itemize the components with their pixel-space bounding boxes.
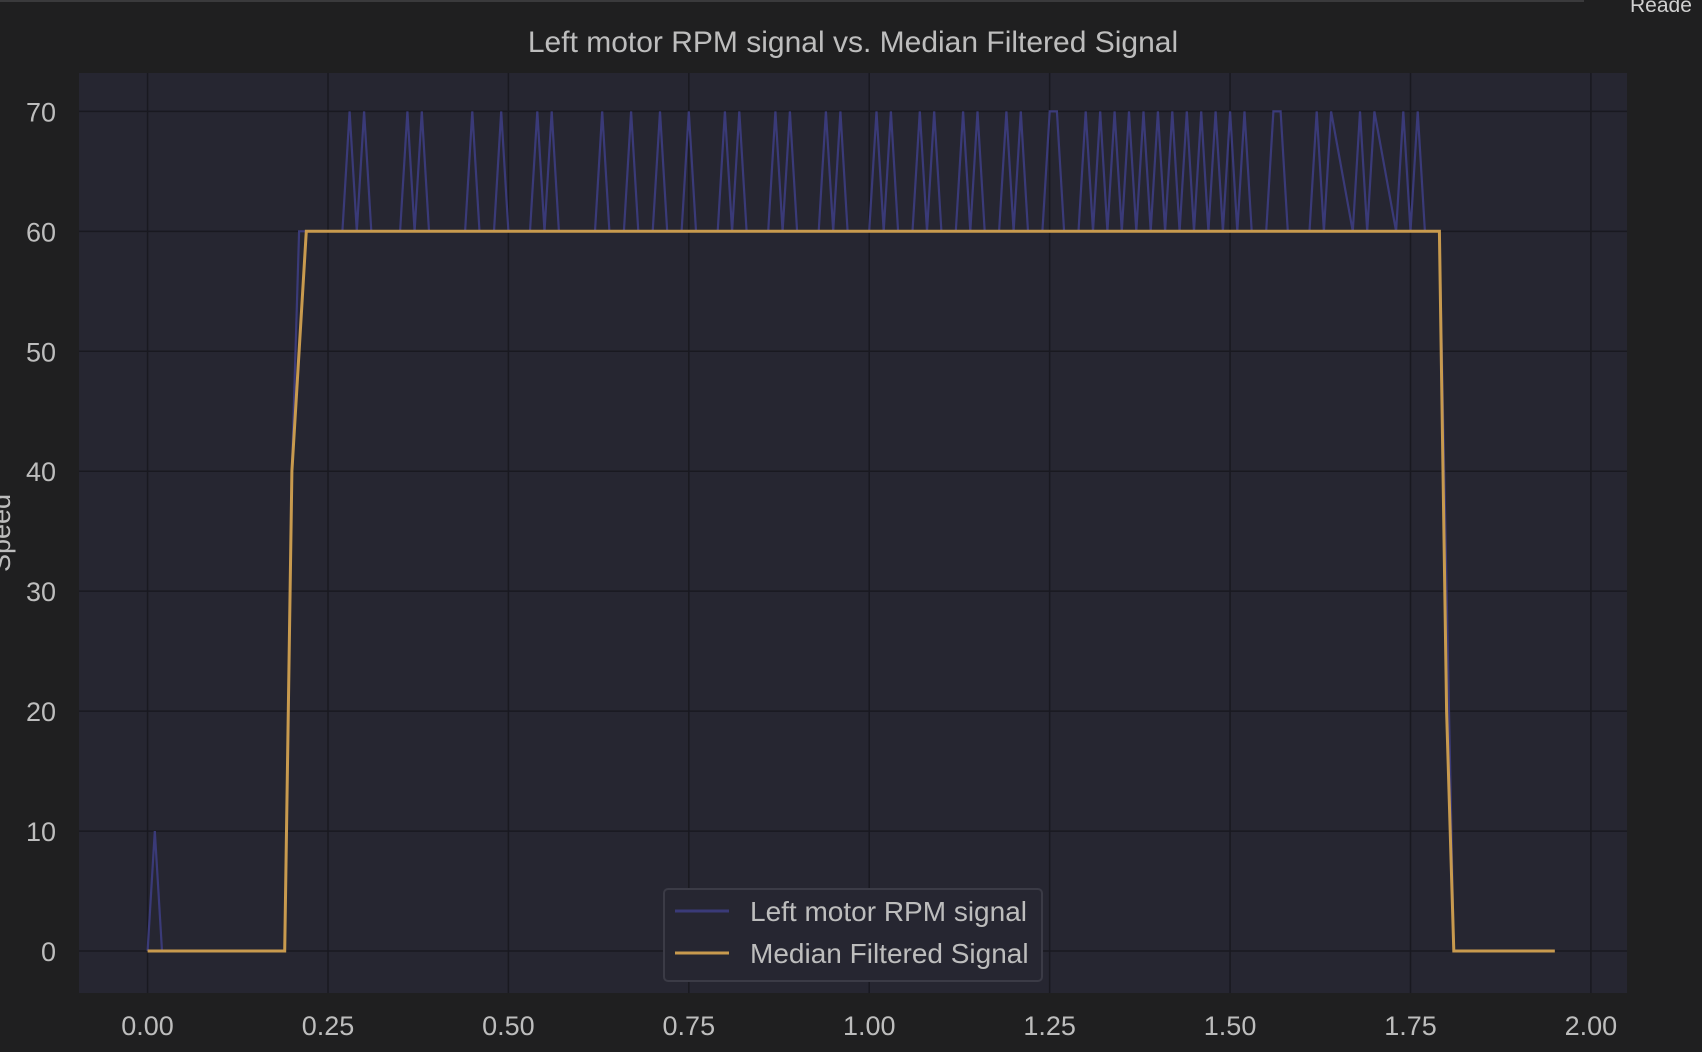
y-tick-label: 10 xyxy=(26,817,56,847)
status-text: Reade xyxy=(1630,0,1692,17)
y-tick-label: 40 xyxy=(26,457,56,487)
legend: Left motor RPM signal Median Filtered Si… xyxy=(663,888,1043,982)
x-tick-label: 1.50 xyxy=(1204,1011,1257,1041)
y-tick-label: 0 xyxy=(41,937,56,967)
cell-divider xyxy=(0,0,1584,2)
y-axis-ticks: 0 10 20 30 40 50 60 70 xyxy=(26,97,56,967)
legend-label-filtered: Median Filtered Signal xyxy=(750,938,1029,969)
y-tick-label: 70 xyxy=(26,97,56,127)
x-tick-label: 0.25 xyxy=(302,1011,355,1041)
y-tick-label: 30 xyxy=(26,577,56,607)
plot-area xyxy=(79,73,1627,993)
x-tick-label: 0.50 xyxy=(482,1011,535,1041)
y-axis-label: Speed xyxy=(0,494,16,572)
median-filtered-series-line xyxy=(147,229,1555,953)
x-tick-label: 0.00 xyxy=(121,1011,174,1041)
y-tick-label: 50 xyxy=(26,337,56,367)
y-tick-label: 60 xyxy=(26,217,56,247)
x-tick-label: 1.25 xyxy=(1023,1011,1076,1041)
legend-label-raw: Left motor RPM signal xyxy=(750,896,1027,927)
x-axis-ticks: 0.00 0.25 0.50 0.75 1.00 1.25 1.50 1.75 2.00 xyxy=(121,1011,1617,1041)
legend-box xyxy=(663,888,1043,982)
series-lines xyxy=(146,110,1555,953)
x-tick-label: 2.00 xyxy=(1565,1011,1618,1041)
y-tick-label: 20 xyxy=(26,697,56,727)
chart-title: Left motor RPM signal vs. Median Filtere… xyxy=(528,26,1178,59)
x-tick-label: 0.75 xyxy=(663,1011,716,1041)
x-tick-label: 1.75 xyxy=(1384,1011,1437,1041)
x-tick-label: 1.00 xyxy=(843,1011,896,1041)
